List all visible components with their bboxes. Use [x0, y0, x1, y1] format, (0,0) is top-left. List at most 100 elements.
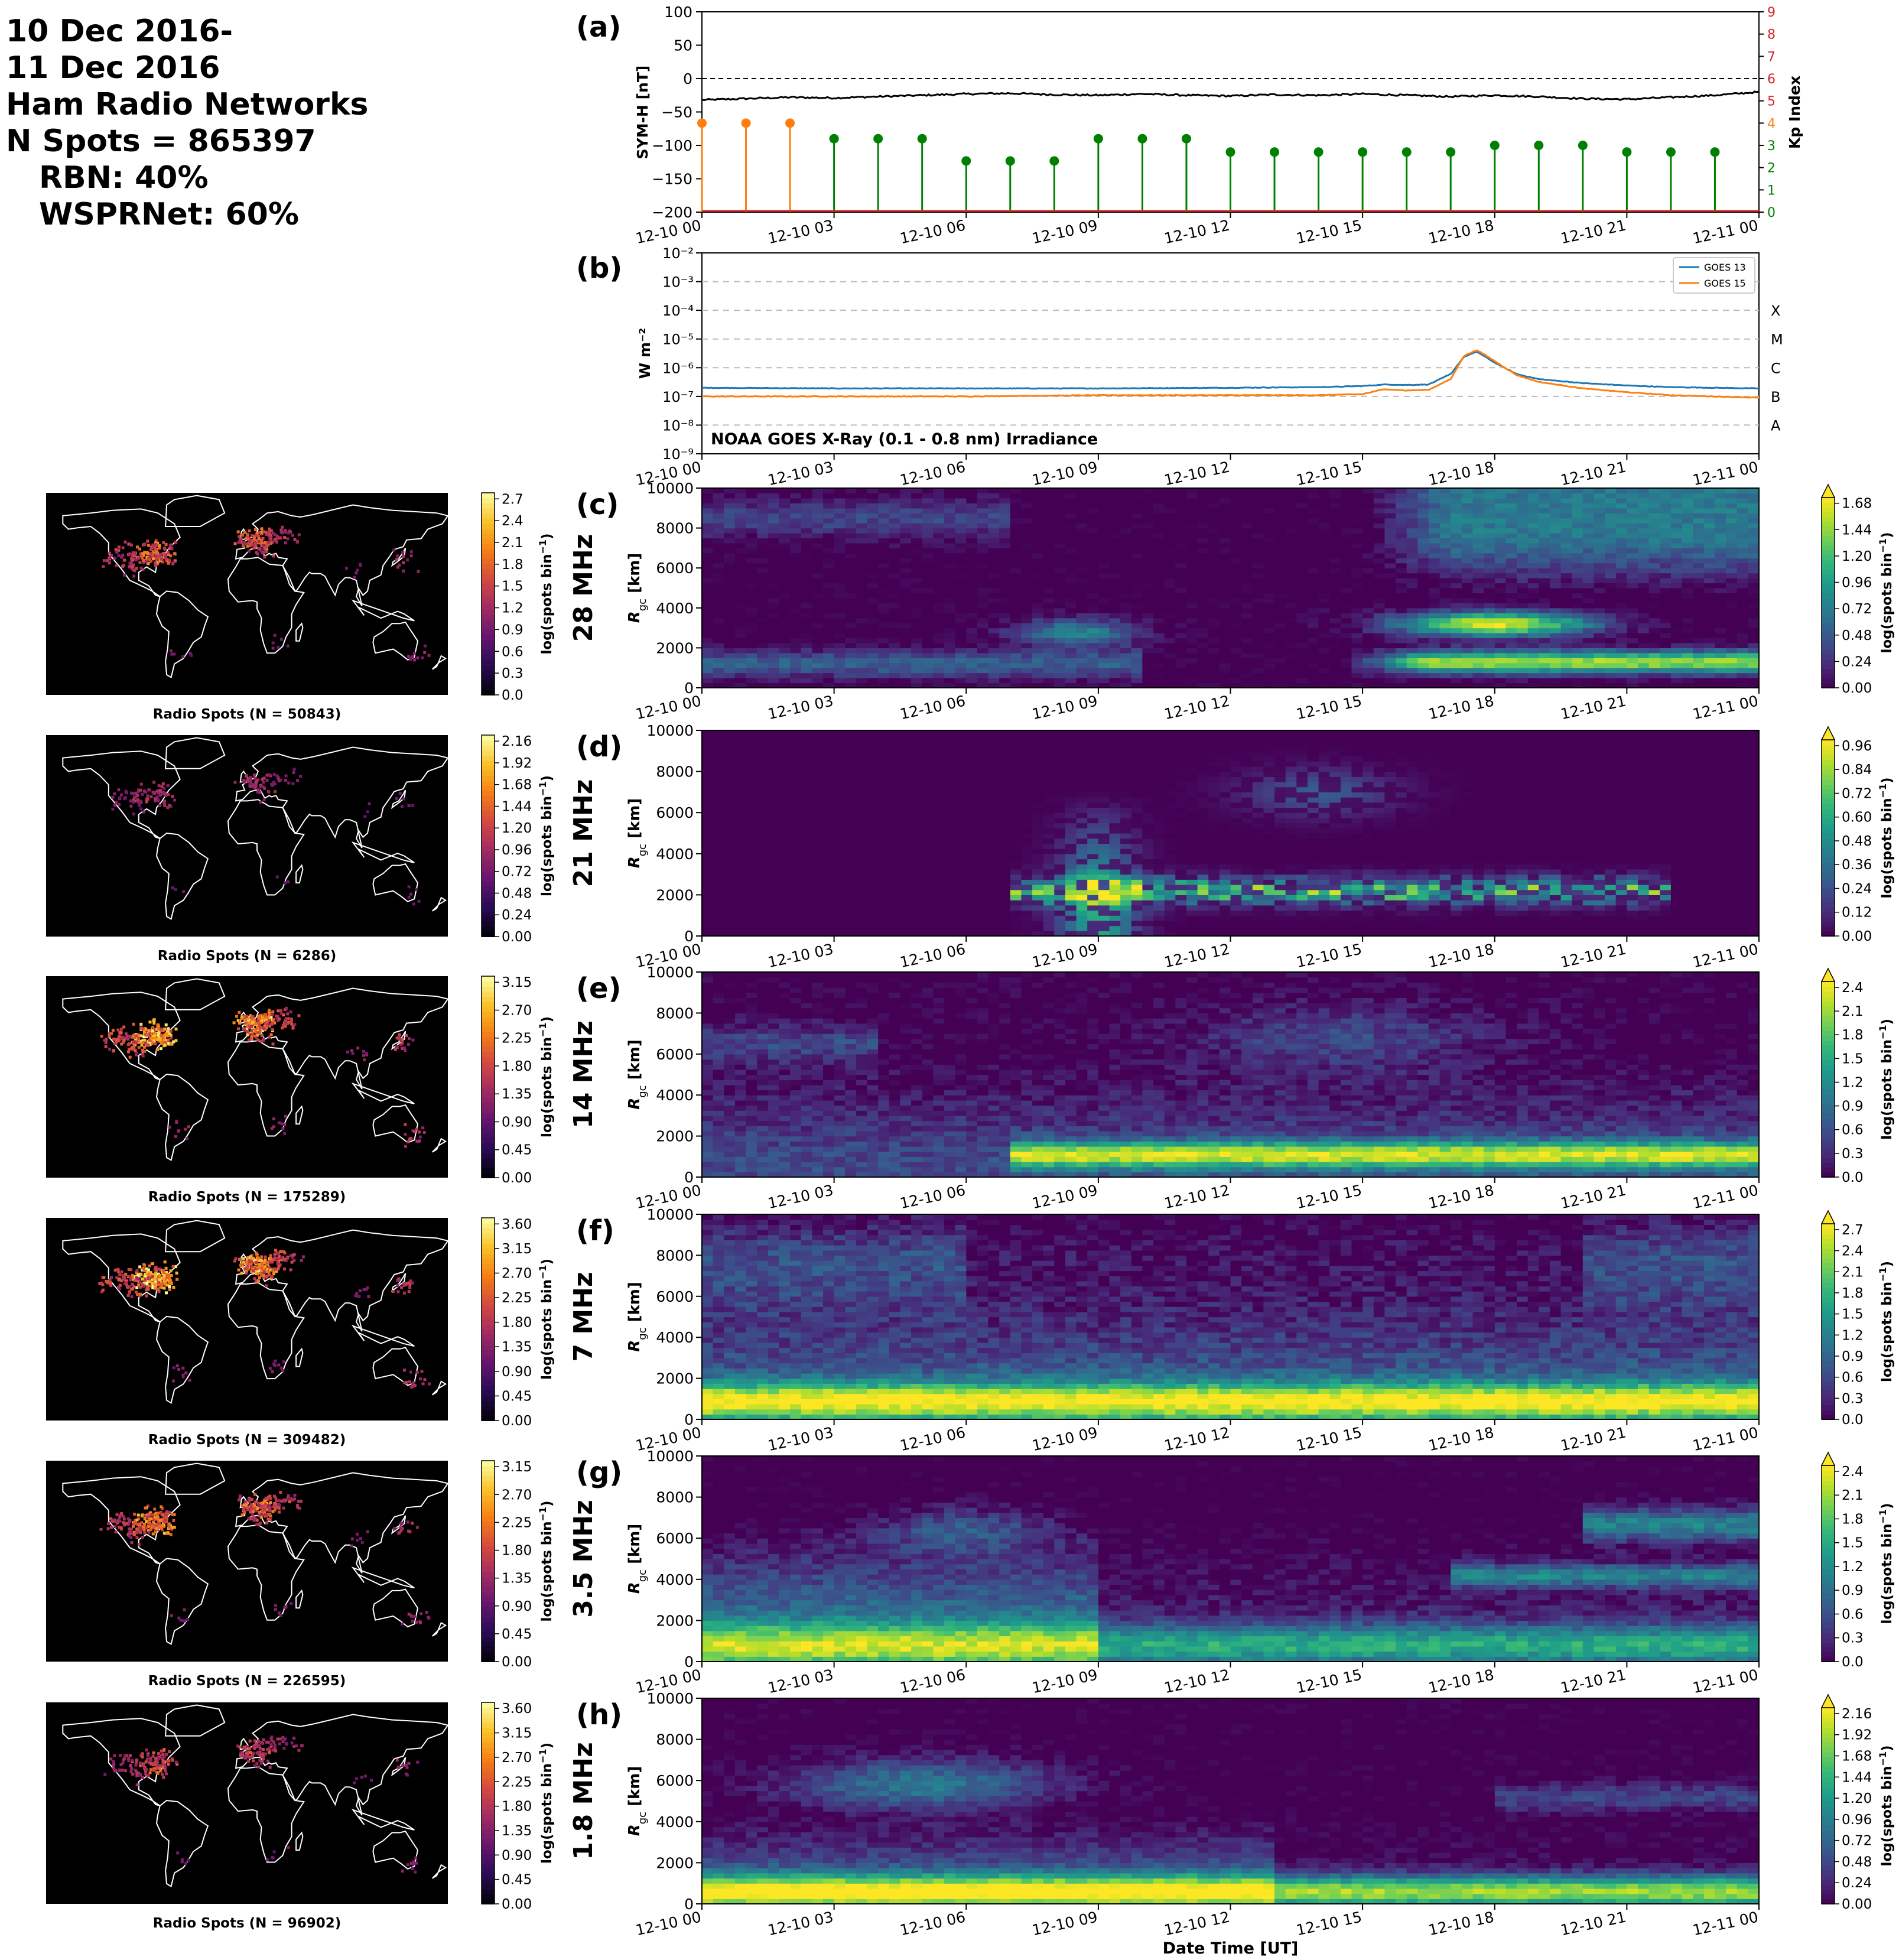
colorbar-cell — [482, 533, 495, 539]
heatmap-cell — [1527, 593, 1539, 599]
x-tick-label: 12-10 06 — [899, 459, 967, 489]
heatmap-cell — [757, 761, 769, 767]
heatmap-cell — [1109, 533, 1121, 538]
heatmap-cell — [1363, 658, 1374, 664]
map-spot — [250, 534, 253, 538]
map-spot — [405, 558, 409, 562]
heatmap-cell — [768, 628, 779, 633]
heatmap-cell — [1505, 633, 1517, 638]
heatmap-cell — [1363, 543, 1374, 548]
heatmap-cell — [1703, 578, 1715, 584]
heatmap-cell — [1219, 662, 1231, 668]
heatmap-cell — [1363, 583, 1374, 589]
heatmap-cell — [867, 518, 879, 524]
heatmap-cell — [1494, 563, 1506, 568]
heatmap-cell — [790, 533, 802, 538]
colorbar-tick-label: 0.24 — [1842, 654, 1872, 669]
heatmap-cell — [1241, 678, 1253, 684]
heatmap-cell — [1726, 538, 1738, 544]
heatmap-cell — [1670, 568, 1683, 574]
heatmap-cell — [1615, 533, 1627, 538]
heatmap-cell — [1076, 508, 1088, 513]
heatmap-cell — [734, 746, 747, 752]
heatmap-cell — [1153, 628, 1165, 633]
heatmap-cell — [713, 792, 724, 798]
map-spot — [153, 546, 157, 550]
heatmap-cell — [1472, 643, 1484, 648]
map-spot — [168, 558, 171, 562]
heatmap-cell — [1517, 513, 1529, 519]
heatmap-cell — [1263, 538, 1275, 544]
heatmap-cell — [1373, 493, 1385, 499]
heatmap-cell — [1594, 518, 1605, 524]
heatmap-cell — [1197, 658, 1209, 664]
heatmap-cell — [1594, 672, 1605, 678]
heatmap-cell — [1142, 662, 1154, 668]
heatmap-cell — [955, 643, 967, 648]
heatmap-cell — [1627, 628, 1638, 633]
heatmap-cell — [734, 652, 747, 658]
heatmap-cell — [1197, 488, 1209, 493]
heatmap-cell — [702, 623, 714, 629]
heatmap-cell — [1120, 638, 1132, 643]
heatmap-cell — [1175, 623, 1187, 629]
heatmap-cell — [1318, 593, 1330, 599]
heatmap-cell — [1638, 488, 1650, 493]
y-tick-label: 0 — [684, 680, 694, 697]
heatmap-cell — [713, 735, 724, 741]
heatmap-cell — [734, 920, 747, 927]
heatmap-cell — [1715, 503, 1726, 509]
heatmap-cell — [1428, 538, 1440, 544]
heatmap-cell — [1285, 552, 1297, 558]
heatmap-cell — [1021, 533, 1033, 538]
heatmap-cell — [1043, 617, 1055, 623]
heatmap-cell — [1726, 508, 1738, 513]
heatmap-cell — [1054, 552, 1066, 558]
heatmap-cell — [724, 771, 736, 777]
heatmap-cell — [1648, 578, 1660, 584]
heatmap-cell — [746, 797, 757, 803]
heatmap-cell — [1638, 672, 1650, 678]
heatmap-cell — [1748, 628, 1760, 633]
heatmap-cell — [1594, 493, 1605, 499]
map-spot — [173, 552, 177, 556]
heatmap-cell — [1230, 652, 1242, 658]
heatmap-cell — [1153, 513, 1165, 519]
heatmap-cell — [1054, 533, 1066, 538]
heatmap-cell — [1285, 682, 1297, 688]
heatmap-cell — [1373, 578, 1385, 584]
heatmap-cell — [1428, 633, 1440, 638]
heatmap-cell — [1263, 607, 1275, 613]
map-spot — [417, 570, 420, 573]
map-spot — [248, 529, 251, 532]
heatmap-cell — [713, 563, 724, 568]
heatmap-cell — [713, 756, 724, 762]
heatmap-cell — [1627, 643, 1638, 648]
map-spot — [130, 556, 134, 560]
heatmap-cell — [1451, 662, 1462, 668]
heatmap-cell — [1252, 488, 1264, 493]
heatmap-cell — [1307, 652, 1319, 658]
heatmap-cell — [1197, 623, 1209, 629]
colorbar-tick-label: 1.20 — [1842, 549, 1872, 564]
heatmap-cell — [1109, 498, 1121, 503]
heatmap-cell — [1186, 678, 1198, 684]
heatmap-cell — [1076, 583, 1088, 589]
heatmap-cell — [1748, 583, 1760, 589]
heatmap-cell — [1142, 498, 1154, 503]
heatmap-cell — [1318, 597, 1330, 603]
map-spot — [409, 550, 413, 554]
map-spot — [421, 656, 424, 659]
heatmap-cell — [922, 668, 934, 674]
heatmap-cell — [1175, 518, 1187, 524]
heatmap-cell — [1472, 638, 1484, 643]
heatmap-cell — [1098, 658, 1110, 664]
heatmap-cell — [1572, 652, 1583, 658]
heatmap-cell — [1153, 603, 1165, 609]
heatmap-cell — [1439, 648, 1451, 654]
heatmap-cell — [1670, 678, 1683, 684]
heatmap-cell — [1098, 603, 1110, 609]
heatmap-cell — [1527, 488, 1539, 493]
heatmap-cell — [856, 678, 868, 684]
heatmap-cell — [702, 931, 714, 937]
